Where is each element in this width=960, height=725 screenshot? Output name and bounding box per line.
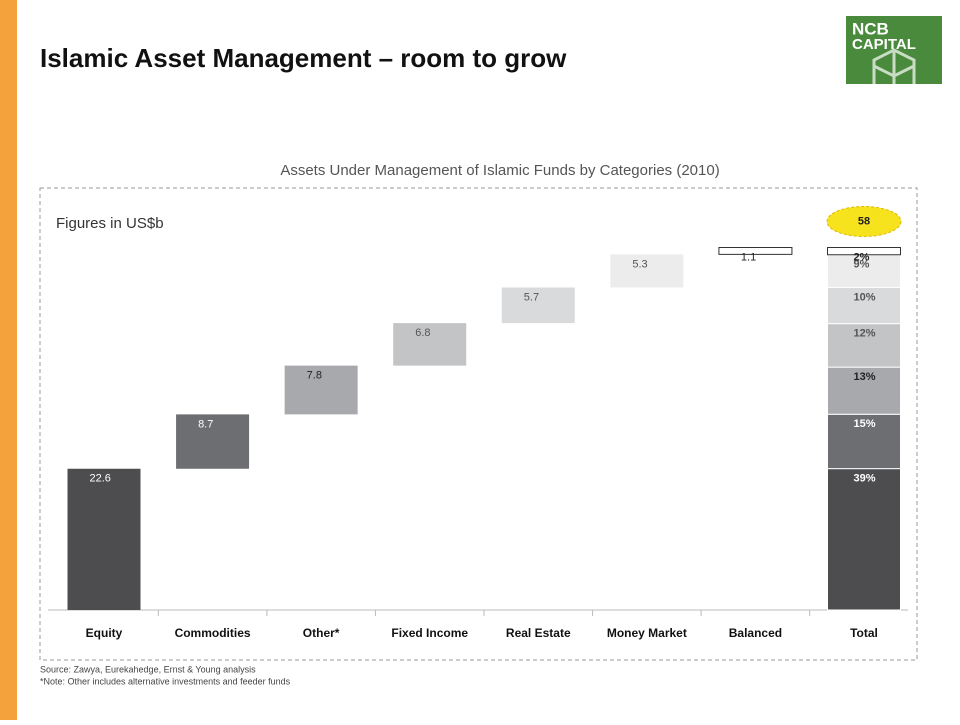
- accent-bar: [0, 0, 17, 720]
- share-label: 2%: [854, 251, 870, 263]
- value-label: 8.7: [198, 418, 213, 430]
- bar: [176, 414, 250, 469]
- x-tick-label: Balanced: [729, 626, 782, 640]
- x-tick-label: Commodities: [175, 626, 251, 640]
- chart-frame: [39, 187, 918, 661]
- share-label: 13%: [854, 371, 876, 383]
- total-segment: [827, 468, 901, 611]
- share-label: 12%: [854, 328, 876, 340]
- logo-icon: [872, 48, 916, 84]
- share-label: 9%: [854, 259, 870, 271]
- value-label: 7.8: [307, 370, 322, 382]
- x-tick-label: Total: [850, 626, 878, 640]
- x-tick-label: Fixed Income: [391, 626, 468, 640]
- source: Source: Zawya, Eurekahedge, Ernst & Youn…: [40, 664, 256, 674]
- logo-text: CAPITAL: [852, 36, 916, 53]
- value-label: 1.1: [741, 251, 756, 263]
- value-label: 5.3: [632, 258, 647, 270]
- total-badge: [826, 206, 902, 237]
- x-tick-label: Money Market: [607, 626, 687, 640]
- x-tick-label: Real Estate: [506, 626, 571, 640]
- total-segment: [827, 413, 901, 470]
- total-segment: [827, 254, 901, 288]
- total-segment: [827, 366, 901, 415]
- chart-title: Assets Under Management of Islamic Funds…: [280, 162, 719, 179]
- note: *Note: Other includes alternative invest…: [40, 676, 291, 686]
- bar: [67, 468, 141, 610]
- bar: [610, 254, 684, 288]
- share-label: 15%: [854, 418, 876, 430]
- bar: [284, 365, 358, 415]
- bar: [718, 247, 793, 255]
- value-label: 5.7: [524, 291, 539, 303]
- x-tick-label: Other*: [303, 626, 340, 640]
- chart-subtitle: Figures in US$b: [56, 215, 164, 232]
- slide-title: Islamic Asset Management – room to grow: [40, 43, 567, 73]
- value-label: 22.6: [90, 473, 111, 485]
- total-label: 58: [858, 215, 870, 227]
- share-label: 39%: [854, 473, 876, 485]
- total-segment: [827, 247, 901, 256]
- share-label: 10%: [854, 291, 876, 303]
- bar: [393, 323, 467, 366]
- value-label: 6.8: [415, 327, 430, 339]
- bar: [501, 287, 575, 324]
- logo-text: NCB: [852, 19, 889, 38]
- total-segment: [827, 286, 901, 325]
- x-tick-label: Equity: [86, 626, 123, 640]
